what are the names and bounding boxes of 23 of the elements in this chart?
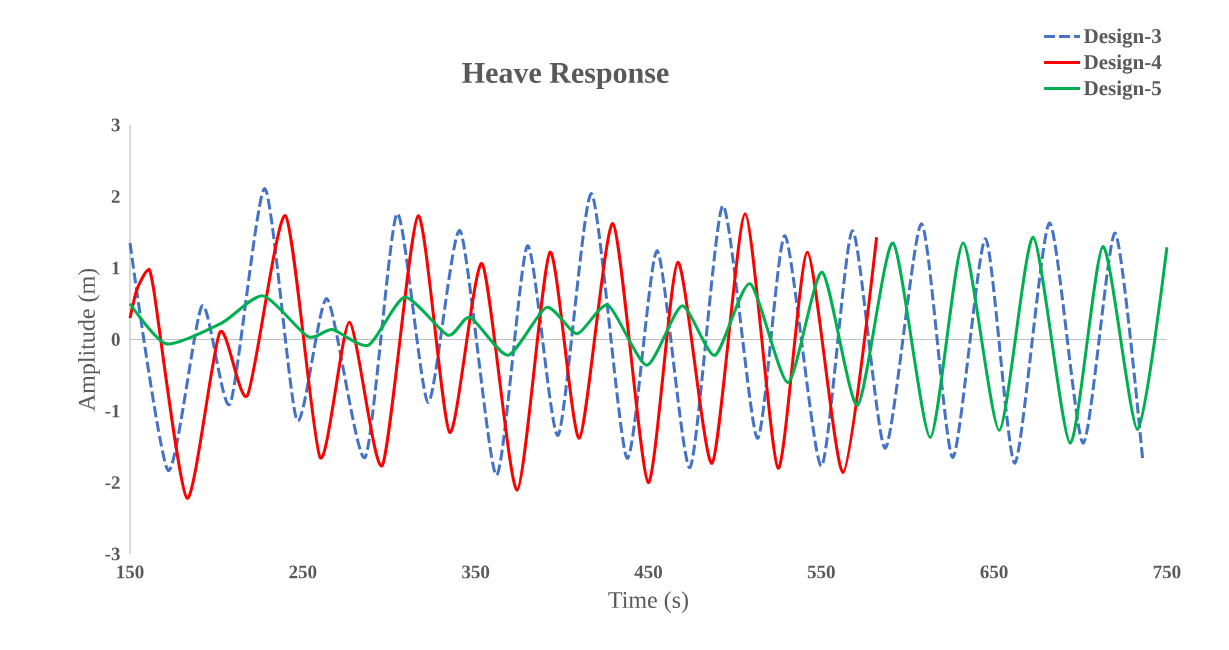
line-series bbox=[128, 212, 879, 500]
y-tick-label: -2 bbox=[105, 476, 120, 489]
chart-title: Heave Response bbox=[462, 63, 669, 90]
x-tick-label: 450 bbox=[634, 565, 662, 579]
y-axis-title: Amplitude (m) bbox=[78, 268, 100, 411]
x-tick-label: 250 bbox=[289, 565, 317, 579]
y-tick-label: -1 bbox=[105, 404, 120, 418]
y-tick-label: -3 bbox=[105, 547, 120, 561]
y-tick-label: 1 bbox=[112, 261, 120, 275]
x-axis-title: Time (s) bbox=[608, 591, 688, 613]
y-tick-label: 2 bbox=[111, 190, 120, 203]
y-tick-label: 3 bbox=[111, 118, 120, 132]
x-tick-label: 350 bbox=[462, 565, 490, 579]
x-tick-label: 650 bbox=[980, 565, 1008, 579]
y-tick-label: 0 bbox=[111, 333, 120, 346]
legend-label: Design-5 bbox=[1083, 80, 1161, 100]
legend-label: Design-4 bbox=[1083, 54, 1162, 74]
legend-label: Design-3 bbox=[1083, 28, 1162, 48]
line-series bbox=[128, 235, 1169, 445]
line-series bbox=[128, 187, 1145, 477]
x-tick-label: 150 bbox=[117, 565, 144, 579]
x-tick-label: 550 bbox=[807, 565, 835, 579]
x-tick-label: 750 bbox=[1153, 565, 1181, 579]
